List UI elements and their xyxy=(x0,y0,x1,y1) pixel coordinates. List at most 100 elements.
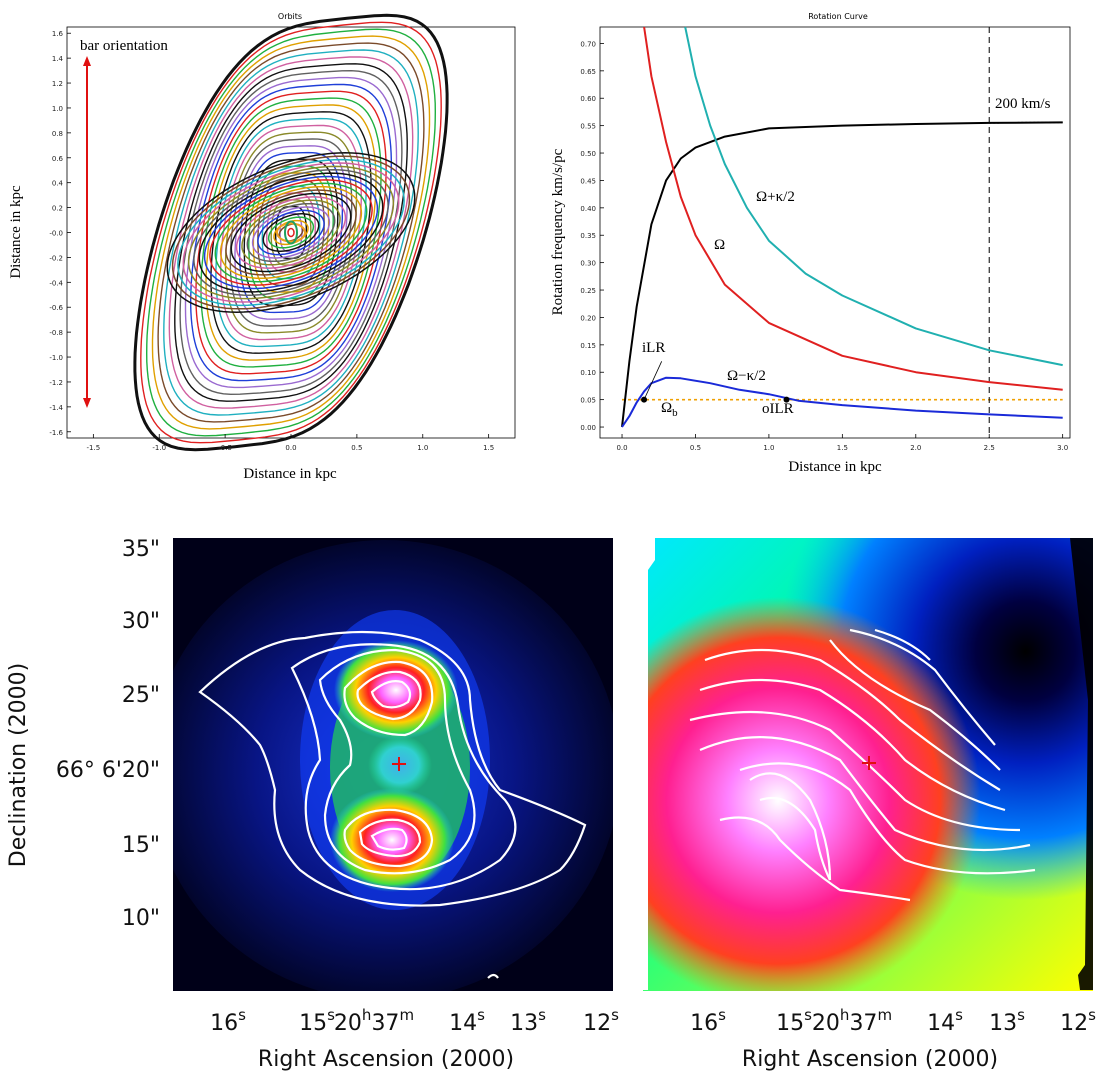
velocity-label: 200 km/s xyxy=(995,96,1051,112)
orbit-inner xyxy=(198,172,384,293)
orbits-x-tick-label: 1.5 xyxy=(483,444,494,452)
rotation-y-tick-label: 0.05 xyxy=(580,397,596,405)
orbit-inner xyxy=(241,199,341,266)
orbits-y-label: Distance in kpc xyxy=(8,185,24,279)
orbit-inner xyxy=(182,162,400,303)
orbit-outer xyxy=(140,21,442,444)
intensity-y-tick-label: 30" xyxy=(122,609,160,634)
intensity-x-ticks: 16s 15s 20h37m 14s 13s 12s xyxy=(210,1006,619,1036)
rotation-x-tick-label: 1.5 xyxy=(837,444,848,452)
orbit-inner xyxy=(219,185,363,280)
rotation-y-tick-label: 0.45 xyxy=(580,177,596,185)
orbits-y-tick-label: -0.0 xyxy=(49,230,63,238)
orbits-y-tick-label: 0.6 xyxy=(52,155,64,163)
velocity-image xyxy=(643,538,1093,991)
orbits-y-tick-label: -1.4 xyxy=(49,404,63,412)
rotation-x-tick-label: 2.5 xyxy=(984,444,995,452)
orbits-y-tick-label: -1.0 xyxy=(49,354,63,362)
orbit-inner xyxy=(230,192,352,273)
orbit-inner xyxy=(246,202,336,263)
orbit-outer xyxy=(215,117,367,348)
orbit-inner xyxy=(214,182,368,283)
rotation-plot-area xyxy=(621,26,1063,438)
orbits-y-tick-label: 0.8 xyxy=(52,130,63,138)
orbits-panel: Orbits -1.5 -1.0 -0.5 0.0 0.5 1.0 1.5 1.61.41.… xyxy=(8,12,516,482)
rotation-y-label: Rotation frequency km/s/pc xyxy=(550,148,566,315)
orbits-x-tick-label: -1.5 xyxy=(87,444,101,452)
orbit-inner xyxy=(225,189,357,276)
oilr-label: oILR xyxy=(762,401,794,417)
intensity-y-tick-label: 35" xyxy=(122,537,160,562)
orbit-inner xyxy=(251,206,331,259)
rotation-x-tick-label: 0.5 xyxy=(690,444,701,452)
series-line xyxy=(684,26,1063,367)
rotation-curve-title: Rotation Curve xyxy=(808,12,868,21)
rotation-x-tick-label: 0.0 xyxy=(616,444,627,452)
orbit-center xyxy=(287,227,295,238)
series-line xyxy=(643,26,1063,391)
orbits-y-tick-label: -0.8 xyxy=(49,329,63,337)
rotation-y-tick-label: 0.30 xyxy=(580,260,596,268)
orbit-outer xyxy=(145,28,437,437)
rotation-y-tick-label: 0.15 xyxy=(580,342,596,350)
orbits-y-tick-label: 1.4 xyxy=(52,55,64,63)
orbit-inner xyxy=(203,175,379,290)
orbits-y-tick-label: 0.4 xyxy=(52,180,64,188)
center-marker xyxy=(392,757,406,771)
omega-plus-kappa-label: Ω+κ/2 xyxy=(756,189,795,205)
orbits-plot-area xyxy=(133,13,449,452)
orbits-x-tick-label: -0.5 xyxy=(218,444,232,452)
orbit-inner xyxy=(257,209,325,256)
velocity-x-tick-label: 15s xyxy=(776,1006,812,1036)
orbit-inner xyxy=(267,216,315,249)
rotation-y-tick-label: 0.40 xyxy=(580,205,596,213)
bar-orientation-arrow xyxy=(83,56,91,408)
intensity-y-tick-label: 66° 6'20" xyxy=(56,758,160,783)
intensity-map-panel: 35" 30" 25" 66° 6'20" 15" 10" 16s 15s 20h37m 14s… xyxy=(6,537,619,1072)
orbits-x-tick-label: 1.0 xyxy=(417,444,428,452)
orbits-x-tick-label: -1.0 xyxy=(152,444,166,452)
rotation-x-label: Distance in kpc xyxy=(788,459,882,475)
velocity-extension xyxy=(989,121,1063,124)
orbits-y-tick-label: 0.2 xyxy=(52,205,63,213)
orbit-center xyxy=(284,220,298,245)
orbits-x-ticks: -1.5 -1.0 -0.5 0.0 0.5 1.0 1.5 xyxy=(87,434,494,452)
intensity-x-tick-label: 16s xyxy=(210,1006,246,1036)
bar-orientation-label: bar orientation xyxy=(80,38,168,54)
rotation-frame xyxy=(599,26,1071,439)
orbits-y-tick-label: -0.6 xyxy=(49,304,63,312)
intensity-y-ticks: 35" 30" 25" 66° 6'20" 15" 10" xyxy=(56,537,160,931)
series-line xyxy=(621,376,1063,428)
rotation-curve-panel: Rotation Curve 0.0 0.5 1.0 1.5 2.0 2.5 3.0 0.7… xyxy=(550,12,1071,475)
orbit-inner xyxy=(166,152,416,313)
orbit-inner xyxy=(177,158,405,307)
rotation-y-tick-label: 0.70 xyxy=(580,40,596,48)
orbit-inner xyxy=(193,169,389,296)
orbit-outer xyxy=(133,13,449,452)
rotation-y-ticks: 0.70 0.65 0.60 0.55 0.50 0.45 0.40 0.35 0.30 0.25… xyxy=(580,40,604,432)
orbit-outer xyxy=(184,76,398,389)
rotation-x-tick-label: 1.0 xyxy=(763,444,774,452)
orbits-title: Orbits xyxy=(278,12,302,21)
intensity-x-tick-label: 14s xyxy=(449,1006,485,1036)
rotation-y-tick-label: 0.55 xyxy=(580,123,596,131)
resonance-point xyxy=(783,396,790,403)
orbit-inner xyxy=(187,165,395,300)
rotation-x-tick-label: 2.0 xyxy=(910,444,921,452)
intensity-x-label: Right Ascension (2000) xyxy=(258,1047,514,1072)
orbit-outer xyxy=(210,111,372,354)
orbit-inner xyxy=(209,179,373,286)
velocity-x-tick-label: 14s xyxy=(927,1006,963,1036)
velocity-x-tick-label: 20h37m xyxy=(812,1006,892,1036)
orbit-outer xyxy=(195,90,387,375)
velocity-x-tick-label: 12s xyxy=(1060,1006,1096,1036)
rotation-y-tick-label: 0.60 xyxy=(580,95,596,103)
ilr-label: iLR xyxy=(642,340,665,356)
velocity-x-tick-label: 16s xyxy=(690,1006,726,1036)
rotation-y-tick-label: 0.35 xyxy=(580,232,596,240)
rotation-x-tick-label: 3.0 xyxy=(1057,444,1068,452)
orbits-x-tick-label: 0.5 xyxy=(351,444,362,452)
orbit-outer xyxy=(189,83,392,382)
orbits-y-tick-label: -0.4 xyxy=(49,279,63,287)
orbits-y-ticks: 1.6 1.4 1.2 1.0 0.8 0.6 0.4 0.2 -0.0 -0.2 -0.4 -0.6… xyxy=(49,30,71,437)
